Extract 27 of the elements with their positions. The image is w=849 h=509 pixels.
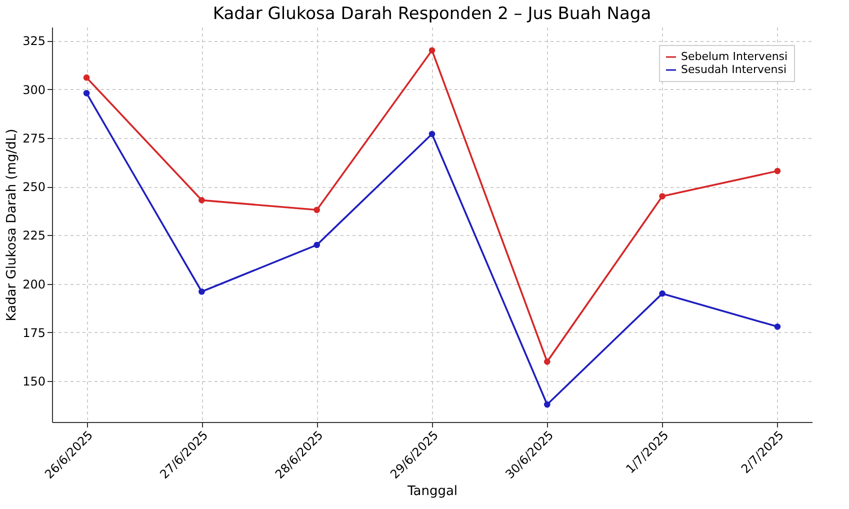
point (428, 47, 436, 54)
y-tick-label: 300 (22, 82, 46, 97)
point (774, 168, 781, 174)
legend-label: Sesudah Intervensi (681, 63, 786, 76)
y-tick-label: 250 (22, 180, 46, 194)
chart-title: Kadar Glukosa Darah Responden 2 – Jus Buah Naga (212, 4, 652, 24)
y-tick-label: 225 (22, 228, 46, 243)
point (83, 74, 90, 81)
point (544, 358, 550, 365)
point (659, 290, 666, 297)
legend-label: Sebelum Intervensi (681, 50, 788, 63)
point (198, 288, 205, 295)
point (198, 197, 205, 204)
y-axis-title: Kadar Glukosa Darah (mg/dL) (4, 128, 20, 322)
point (544, 401, 550, 408)
point (83, 90, 90, 96)
point (659, 193, 666, 200)
y-tick-label: 325 (22, 34, 46, 48)
point (314, 206, 320, 214)
x-axis-title: Tanggal (406, 484, 458, 499)
point (314, 242, 320, 248)
point (774, 324, 781, 330)
y-tick-label: 175 (22, 326, 46, 340)
y-tick-label: 275 (22, 131, 46, 146)
y-tick-label: 150 (22, 374, 46, 389)
y-tick-label: 200 (22, 277, 46, 292)
point (428, 130, 436, 138)
